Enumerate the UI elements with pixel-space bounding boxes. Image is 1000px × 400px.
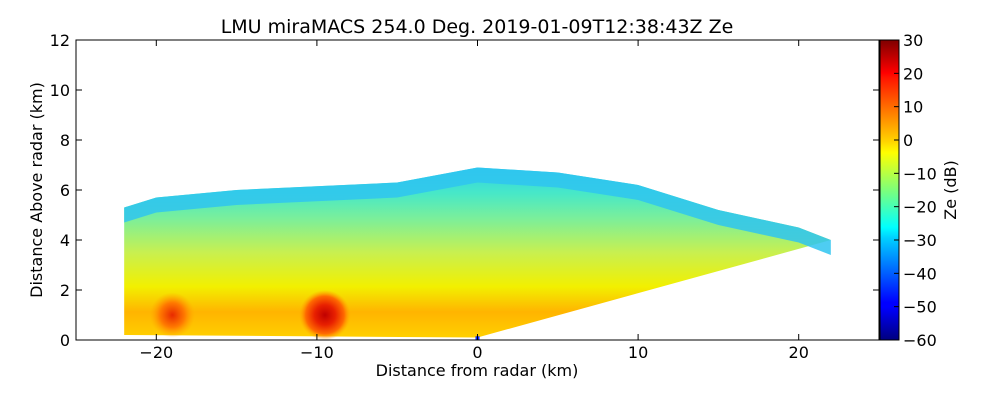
chart-title: LMU miraMACS 254.0 Deg. 2019-01-09T12:38… xyxy=(221,16,734,38)
y-tick-label: 6 xyxy=(60,181,70,200)
y-tick-label: 2 xyxy=(60,281,70,300)
x-tick-label: 10 xyxy=(628,343,648,362)
y-tick-label: 10 xyxy=(50,81,70,100)
colorbar-label: Ze (dB) xyxy=(941,160,960,220)
colorbar: 30 20 10 0 −10 −20 −30 −40 −50 −60 Ze (dB) xyxy=(879,31,960,350)
y-axis-label: Distance Above radar (km) xyxy=(27,82,46,298)
colorbar-tick-label: −30 xyxy=(903,231,937,250)
y-tick-label: 8 xyxy=(60,131,70,150)
colorbar-tick-label: 30 xyxy=(903,31,923,50)
colorbar-tick-label: −50 xyxy=(903,298,937,317)
plot-area xyxy=(76,40,879,340)
colorbar-ticks: 30 20 10 0 −10 −20 −30 −40 −50 −60 xyxy=(894,31,937,350)
colorbar-tick-label: −20 xyxy=(903,198,937,217)
x-axis: −20 −10 0 10 20 xyxy=(139,40,809,362)
x-tick-label: −10 xyxy=(300,343,334,362)
colorbar-tick-label: 0 xyxy=(903,131,913,150)
colorbar-tick-label: −60 xyxy=(903,331,937,350)
y-tick-label: 4 xyxy=(60,231,70,250)
colorbar-tick-label: 20 xyxy=(903,64,923,83)
echo-top-cloud xyxy=(124,167,831,255)
y-axis: 0 2 4 6 8 10 12 xyxy=(50,31,879,350)
colorbar-gradient xyxy=(879,39,900,341)
colorbar-tick-label: 10 xyxy=(903,98,923,117)
x-tick-label: 0 xyxy=(472,343,482,362)
colorbar-tick-label: −10 xyxy=(903,164,937,183)
colorbar-tick-label: −40 xyxy=(903,264,937,283)
echo-region xyxy=(124,167,831,338)
y-tick-label: 0 xyxy=(60,331,70,350)
x-tick-label: −20 xyxy=(139,343,173,362)
reflectivity-core-left xyxy=(149,292,195,338)
x-axis-label: Distance from radar (km) xyxy=(376,361,579,380)
y-tick-label: 12 xyxy=(50,31,70,50)
x-tick-label: 20 xyxy=(789,343,809,362)
reflectivity-core-main xyxy=(299,290,351,340)
